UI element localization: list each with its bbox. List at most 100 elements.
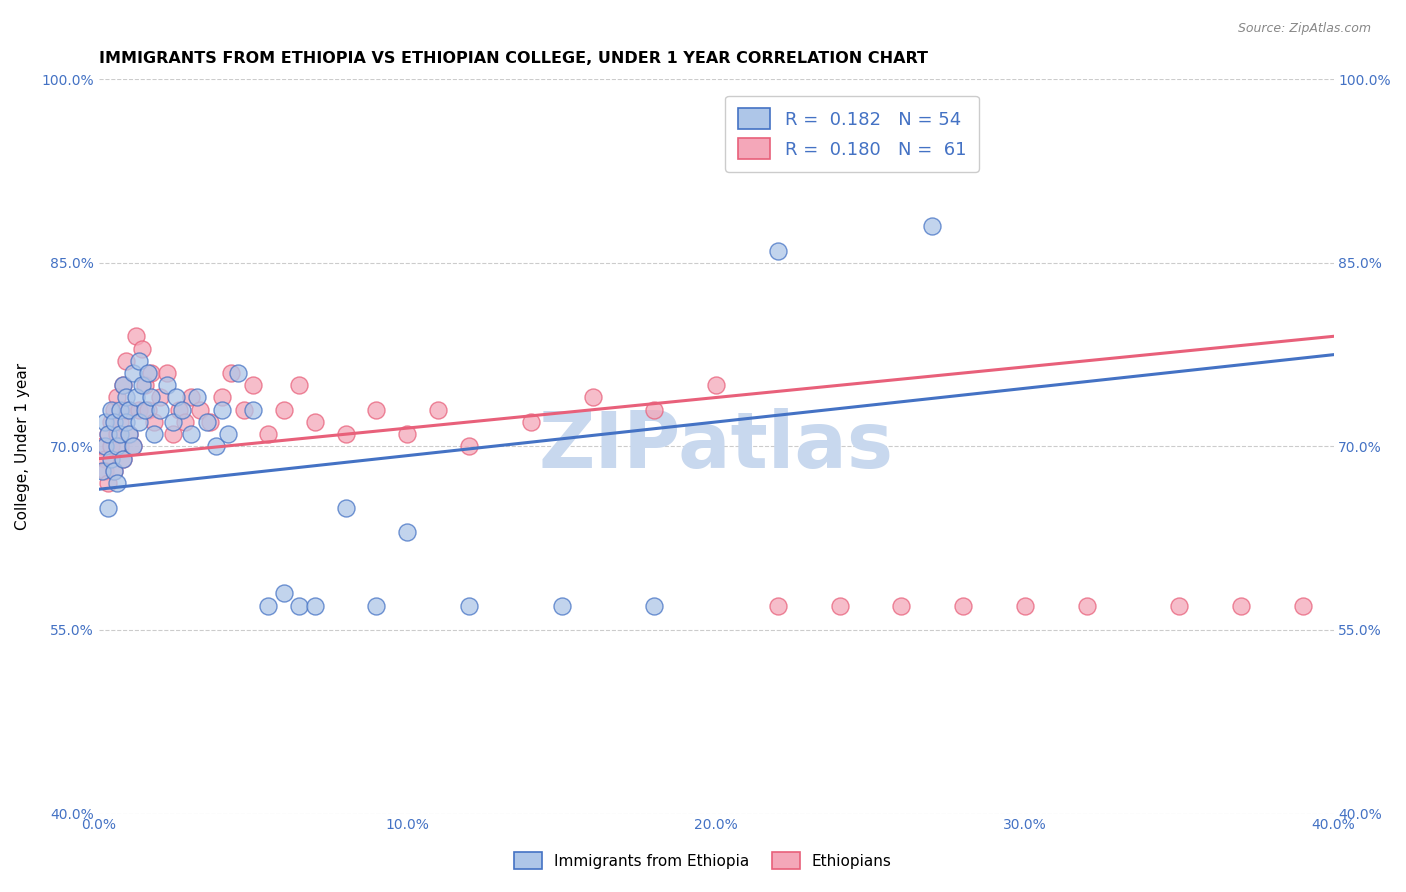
Point <box>195 415 218 429</box>
Point <box>217 427 239 442</box>
Point <box>180 391 202 405</box>
Point <box>112 451 135 466</box>
Point <box>128 353 150 368</box>
Point <box>162 415 184 429</box>
Point <box>139 366 162 380</box>
Point <box>100 402 122 417</box>
Point <box>643 402 665 417</box>
Point <box>921 219 943 234</box>
Point <box>103 402 125 417</box>
Point <box>128 415 150 429</box>
Point <box>304 599 326 613</box>
Point <box>167 402 190 417</box>
Point <box>112 378 135 392</box>
Point <box>100 451 122 466</box>
Point <box>766 244 789 258</box>
Point <box>458 439 481 453</box>
Point <box>94 415 117 429</box>
Point <box>288 378 311 392</box>
Point <box>97 427 120 442</box>
Point <box>134 402 156 417</box>
Point <box>952 599 974 613</box>
Point <box>97 476 120 491</box>
Point <box>90 439 112 453</box>
Text: Source: ZipAtlas.com: Source: ZipAtlas.com <box>1237 22 1371 36</box>
Point <box>205 439 228 453</box>
Point <box>143 415 166 429</box>
Y-axis label: College, Under 1 year: College, Under 1 year <box>15 363 30 530</box>
Point <box>155 366 177 380</box>
Point <box>170 402 193 417</box>
Point <box>124 329 146 343</box>
Point <box>115 415 138 429</box>
Point <box>273 586 295 600</box>
Point <box>180 427 202 442</box>
Point <box>1076 599 1098 613</box>
Point <box>162 427 184 442</box>
Point <box>581 391 603 405</box>
Point <box>108 427 131 442</box>
Point <box>97 500 120 515</box>
Point <box>232 402 254 417</box>
Point <box>335 427 357 442</box>
Point <box>115 402 138 417</box>
Point <box>211 391 233 405</box>
Point <box>396 525 419 540</box>
Point <box>131 378 153 392</box>
Point <box>174 415 197 429</box>
Point <box>136 402 159 417</box>
Point <box>121 439 143 453</box>
Point <box>643 599 665 613</box>
Point <box>704 378 727 392</box>
Point <box>198 415 221 429</box>
Point <box>108 439 131 453</box>
Point <box>105 476 128 491</box>
Point <box>366 599 388 613</box>
Point <box>890 599 912 613</box>
Point <box>304 415 326 429</box>
Point <box>134 378 156 392</box>
Point <box>550 599 572 613</box>
Point <box>105 439 128 453</box>
Point <box>155 378 177 392</box>
Point <box>103 415 125 429</box>
Point <box>118 427 141 442</box>
Point <box>1291 599 1313 613</box>
Point <box>103 464 125 478</box>
Point <box>94 464 117 478</box>
Point <box>128 402 150 417</box>
Point <box>366 402 388 417</box>
Point <box>108 415 131 429</box>
Point <box>149 402 172 417</box>
Point <box>1230 599 1253 613</box>
Point <box>100 415 122 429</box>
Point <box>105 391 128 405</box>
Point <box>242 378 264 392</box>
Point <box>97 427 120 442</box>
Point <box>458 599 481 613</box>
Point <box>115 391 138 405</box>
Text: IMMIGRANTS FROM ETHIOPIA VS ETHIOPIAN COLLEGE, UNDER 1 YEAR CORRELATION CHART: IMMIGRANTS FROM ETHIOPIA VS ETHIOPIAN CO… <box>98 51 928 66</box>
Point <box>118 402 141 417</box>
Point <box>112 378 135 392</box>
Point <box>288 599 311 613</box>
Point <box>828 599 851 613</box>
Point <box>115 353 138 368</box>
Point <box>766 599 789 613</box>
Point <box>520 415 543 429</box>
Point <box>226 366 249 380</box>
Text: ZIPatlas: ZIPatlas <box>538 409 894 484</box>
Point <box>165 391 187 405</box>
Point <box>118 427 141 442</box>
Point <box>186 391 208 405</box>
Point <box>143 427 166 442</box>
Point <box>396 427 419 442</box>
Point <box>100 439 122 453</box>
Point <box>105 427 128 442</box>
Point <box>149 391 172 405</box>
Point <box>1014 599 1036 613</box>
Point <box>131 342 153 356</box>
Point <box>221 366 243 380</box>
Legend: R =  0.182   N = 54, R =  0.180   N =  61: R = 0.182 N = 54, R = 0.180 N = 61 <box>725 95 979 172</box>
Point <box>257 427 280 442</box>
